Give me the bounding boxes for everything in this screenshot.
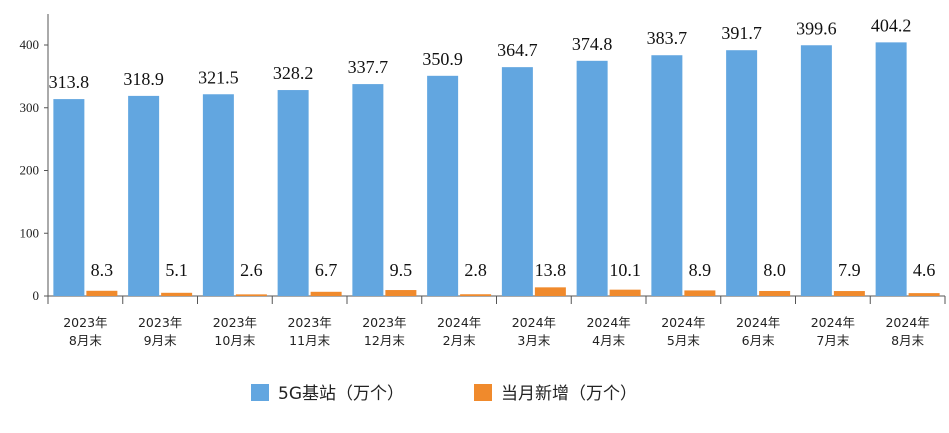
data-label-5g-stations: 318.9 — [123, 69, 164, 89]
bar-5g-stations — [875, 42, 907, 296]
bar-monthly-added — [833, 291, 865, 296]
y-tick-label: 300 — [20, 100, 40, 115]
data-labels-group: 313.8 8.3 318.9 5.1 321.5 2.6 328.2 6.7 337.7 9.5… — [49, 15, 936, 280]
y-tick-label: 0 — [33, 288, 40, 303]
x-tick-label: 2023年 — [138, 315, 182, 330]
bar-5g-stations — [726, 50, 758, 296]
bar-monthly-added — [759, 290, 791, 296]
x-tick-label: 2023年 — [362, 315, 406, 330]
bar-series-group — [53, 42, 940, 297]
bar-monthly-added — [908, 293, 940, 296]
y-tick-label: 400 — [20, 37, 40, 52]
data-label-5g-stations: 321.5 — [198, 67, 239, 87]
data-label-5g-stations: 350.9 — [422, 49, 463, 69]
x-tick-label: 12月末 — [364, 333, 405, 348]
bar-5g-stations — [277, 90, 309, 296]
data-label-5g-stations: 313.8 — [49, 72, 90, 92]
legend-label: 当月新增（万个） — [501, 384, 637, 404]
x-tick-label: 2024年 — [512, 315, 556, 330]
bar-monthly-added — [86, 290, 118, 296]
y-tick-label: 100 — [20, 225, 40, 240]
x-tick-label: 2023年 — [287, 315, 331, 330]
bar-5g-stations — [128, 95, 160, 296]
data-label-5g-stations: 374.8 — [572, 34, 613, 54]
bar-monthly-added — [534, 287, 566, 296]
bar-monthly-added — [161, 292, 193, 296]
x-tick-label: 2月末 — [443, 333, 476, 348]
bar-monthly-added — [609, 289, 641, 296]
x-tick-label: 2024年 — [437, 315, 481, 330]
x-tick-label: 2024年 — [736, 315, 780, 330]
bar-monthly-added — [235, 294, 267, 296]
bar-5g-stations — [501, 67, 533, 296]
data-label-monthly-added: 8.0 — [763, 260, 786, 280]
bar-monthly-added — [684, 290, 716, 296]
x-tick-label: 5月末 — [667, 333, 700, 348]
legend-label: 5G基站（万个） — [278, 384, 404, 404]
data-label-monthly-added: 7.9 — [838, 260, 861, 280]
bar-5g-stations — [352, 84, 384, 296]
data-label-monthly-added: 2.8 — [464, 260, 487, 280]
x-tick-label: 2024年 — [586, 315, 630, 330]
bar-5g-stations — [651, 55, 683, 297]
y-tick-label: 200 — [20, 163, 40, 178]
x-tick-label: 2023年 — [63, 315, 107, 330]
data-label-monthly-added: 10.1 — [609, 260, 641, 280]
data-label-5g-stations: 399.6 — [796, 18, 837, 38]
data-label-monthly-added: 13.8 — [535, 260, 567, 280]
data-label-monthly-added: 8.9 — [689, 260, 712, 280]
bar-monthly-added — [460, 294, 492, 296]
data-label-monthly-added: 2.6 — [240, 260, 263, 280]
data-label-monthly-added: 6.7 — [315, 260, 338, 280]
data-label-monthly-added: 5.1 — [165, 260, 188, 280]
data-label-monthly-added: 9.5 — [390, 260, 413, 280]
bar-5g-stations — [576, 60, 608, 296]
x-axis-ticks: 2023年 8月末 2023年 9月末 2023年 10月末 2023年 11月末 2023年 1… — [47, 296, 946, 348]
legend-swatch — [251, 384, 269, 401]
x-tick-label: 11月末 — [289, 333, 330, 348]
legend-swatch — [474, 384, 492, 401]
bar-5g-stations — [53, 99, 85, 296]
x-tick-label: 2024年 — [885, 315, 929, 330]
x-tick-label: 8月末 — [891, 333, 924, 348]
data-label-5g-stations: 383.7 — [647, 28, 688, 48]
x-tick-label: 7月末 — [816, 333, 849, 348]
data-label-5g-stations: 404.2 — [871, 15, 912, 35]
y-axis-ticks: 0 100 200 300 400 — [20, 37, 48, 303]
bar-5g-stations — [800, 45, 832, 296]
data-label-monthly-added: 4.6 — [913, 260, 936, 280]
data-label-monthly-added: 8.3 — [91, 260, 114, 280]
data-label-5g-stations: 391.7 — [721, 23, 762, 43]
data-label-5g-stations: 328.2 — [273, 63, 314, 83]
bar-monthly-added — [310, 291, 342, 296]
bar-5g-stations — [202, 94, 234, 296]
legend: 5G基站（万个） 当月新增（万个） — [251, 384, 637, 404]
data-label-5g-stations: 364.7 — [497, 40, 538, 60]
x-tick-label: 2023年 — [213, 315, 257, 330]
x-tick-label: 2024年 — [661, 315, 705, 330]
x-tick-label: 9月末 — [144, 333, 177, 348]
x-tick-label: 8月末 — [69, 333, 102, 348]
data-label-5g-stations: 337.7 — [348, 57, 389, 77]
x-tick-label: 10月末 — [214, 333, 255, 348]
bar-monthly-added — [385, 290, 417, 296]
x-tick-label: 6月末 — [742, 333, 775, 348]
x-tick-label: 4月末 — [592, 333, 625, 348]
x-tick-label: 2024年 — [811, 315, 855, 330]
x-tick-label: 3月末 — [517, 333, 550, 348]
bar-5g-stations — [427, 75, 459, 297]
